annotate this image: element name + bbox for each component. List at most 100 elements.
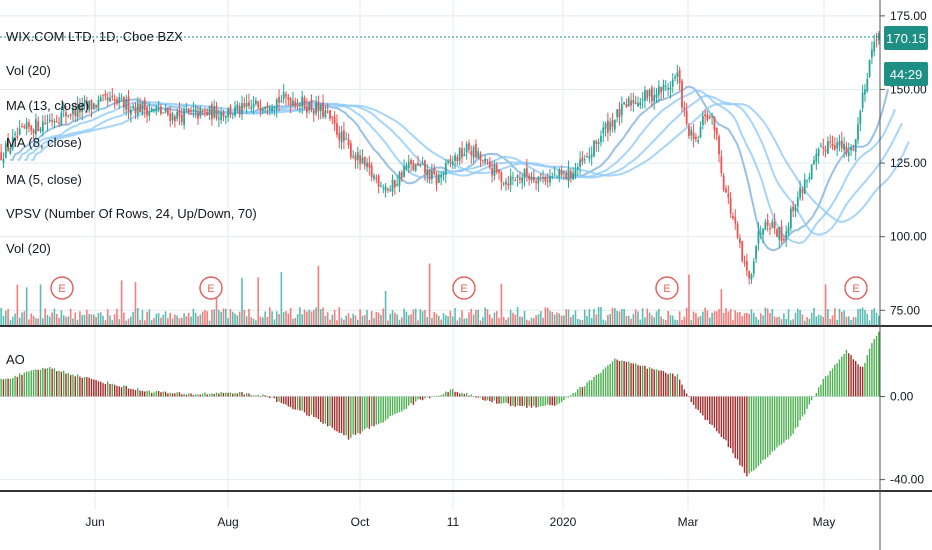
volume-bar (790, 320, 792, 325)
legend-vol-2[interactable]: Vol (20) (6, 241, 51, 256)
earnings-marker-0[interactable]: E (50, 276, 74, 300)
candlestick-series (0, 31, 880, 285)
candle-body (789, 208, 792, 229)
volume-bar (92, 314, 95, 325)
ao-bar (878, 331, 880, 397)
candle-body (312, 110, 315, 115)
volume-bar (37, 318, 40, 325)
candle-body (155, 108, 158, 112)
legend-vpsv[interactable]: VPSV (Number Of Rows, 24, Up/Down, 70) (6, 206, 257, 221)
legend-vol[interactable]: Vol (20) (6, 63, 51, 78)
volume-bar (658, 308, 660, 325)
ao-bar (829, 370, 831, 397)
candle-body (514, 179, 517, 181)
volume-bar (461, 310, 463, 325)
ao-bar (62, 370, 65, 397)
volume-bar (157, 313, 160, 325)
volume-bar (618, 311, 621, 325)
volume-bar (148, 309, 151, 325)
volume-bar (537, 314, 540, 325)
volume-bar (11, 316, 14, 325)
volume-bar (720, 289, 723, 325)
candle-body (590, 154, 593, 157)
ao-bar (72, 374, 74, 397)
candle-body (261, 109, 264, 111)
ao-bar (502, 396, 505, 404)
ao-bar (222, 392, 225, 397)
ma-line-30 (24, 94, 903, 236)
candle-body (623, 102, 626, 104)
ao-bar (234, 393, 236, 397)
earnings-marker-3[interactable]: E (655, 276, 679, 300)
earnings-marker-2[interactable]: E (452, 276, 476, 300)
ao-bar (218, 393, 220, 397)
candle-body (572, 172, 575, 180)
ao-bar (528, 396, 530, 406)
earnings-marker-4[interactable]: E (844, 276, 868, 300)
candle-body (34, 119, 37, 135)
candle-body (574, 169, 577, 176)
legend-ma-8[interactable]: MA (8, close) (6, 135, 82, 150)
volume-bar (486, 309, 489, 325)
ao-bar (644, 365, 646, 397)
candle-body (732, 216, 734, 219)
candle-body (417, 162, 419, 166)
countdown-tag: 44:29 (884, 62, 928, 86)
ao-bar (174, 393, 176, 397)
candle-body (794, 207, 797, 211)
volume-bar (368, 319, 371, 325)
candle-body (352, 156, 355, 158)
candle-body (637, 103, 639, 107)
ao-bar (588, 380, 591, 397)
ao-bar (574, 392, 577, 397)
volume-bar (299, 307, 301, 325)
volume-bar (593, 308, 595, 325)
ao-bar (639, 365, 642, 397)
candle-body (294, 101, 297, 107)
volume-bar (495, 311, 498, 325)
volume-bar (671, 315, 674, 325)
ao-bar (780, 396, 783, 445)
volume-bar (257, 277, 260, 325)
ao-bar (125, 385, 127, 397)
volume-bar (255, 320, 257, 325)
candle-body (215, 105, 218, 119)
volume-bar (616, 311, 618, 325)
ao-bar (641, 365, 644, 397)
candle-body (715, 127, 718, 135)
legend-ma-13[interactable]: MA (13, close) (6, 98, 90, 113)
ao-bar (725, 396, 727, 441)
legend-ma-5[interactable]: MA (5, close) (6, 172, 82, 187)
volume-bar (646, 308, 649, 325)
volume-bar (366, 309, 368, 325)
candle-body (236, 104, 239, 110)
volume-bar (792, 319, 794, 325)
volume-bar (505, 319, 507, 325)
volume-bar (873, 308, 876, 325)
ao-bar (241, 392, 243, 397)
volume-bar (51, 312, 53, 325)
earnings-label: E (852, 283, 859, 295)
volume-bar (796, 308, 799, 325)
candle-body (197, 110, 199, 119)
ao-bar (352, 396, 354, 435)
earnings-circle (844, 276, 868, 300)
ao-bar (623, 361, 625, 397)
earnings-marker-1[interactable]: E (199, 276, 223, 300)
ao-bar (428, 396, 431, 399)
ao-bar (289, 396, 292, 408)
candle-body (738, 238, 741, 244)
volume-bar (218, 309, 220, 325)
ao-bar (364, 396, 366, 430)
candle-body (817, 148, 820, 156)
volume-bar (722, 312, 725, 325)
volume-bar (180, 317, 183, 325)
volume-bar (463, 318, 466, 325)
candle-body (113, 99, 116, 101)
volume-bar (134, 281, 137, 325)
candle-body (544, 176, 547, 182)
volume-bar (611, 307, 614, 325)
volume-bar (97, 313, 100, 325)
